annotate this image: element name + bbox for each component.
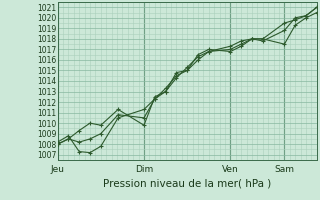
X-axis label: Pression niveau de la mer( hPa ): Pression niveau de la mer( hPa ) (103, 178, 271, 188)
